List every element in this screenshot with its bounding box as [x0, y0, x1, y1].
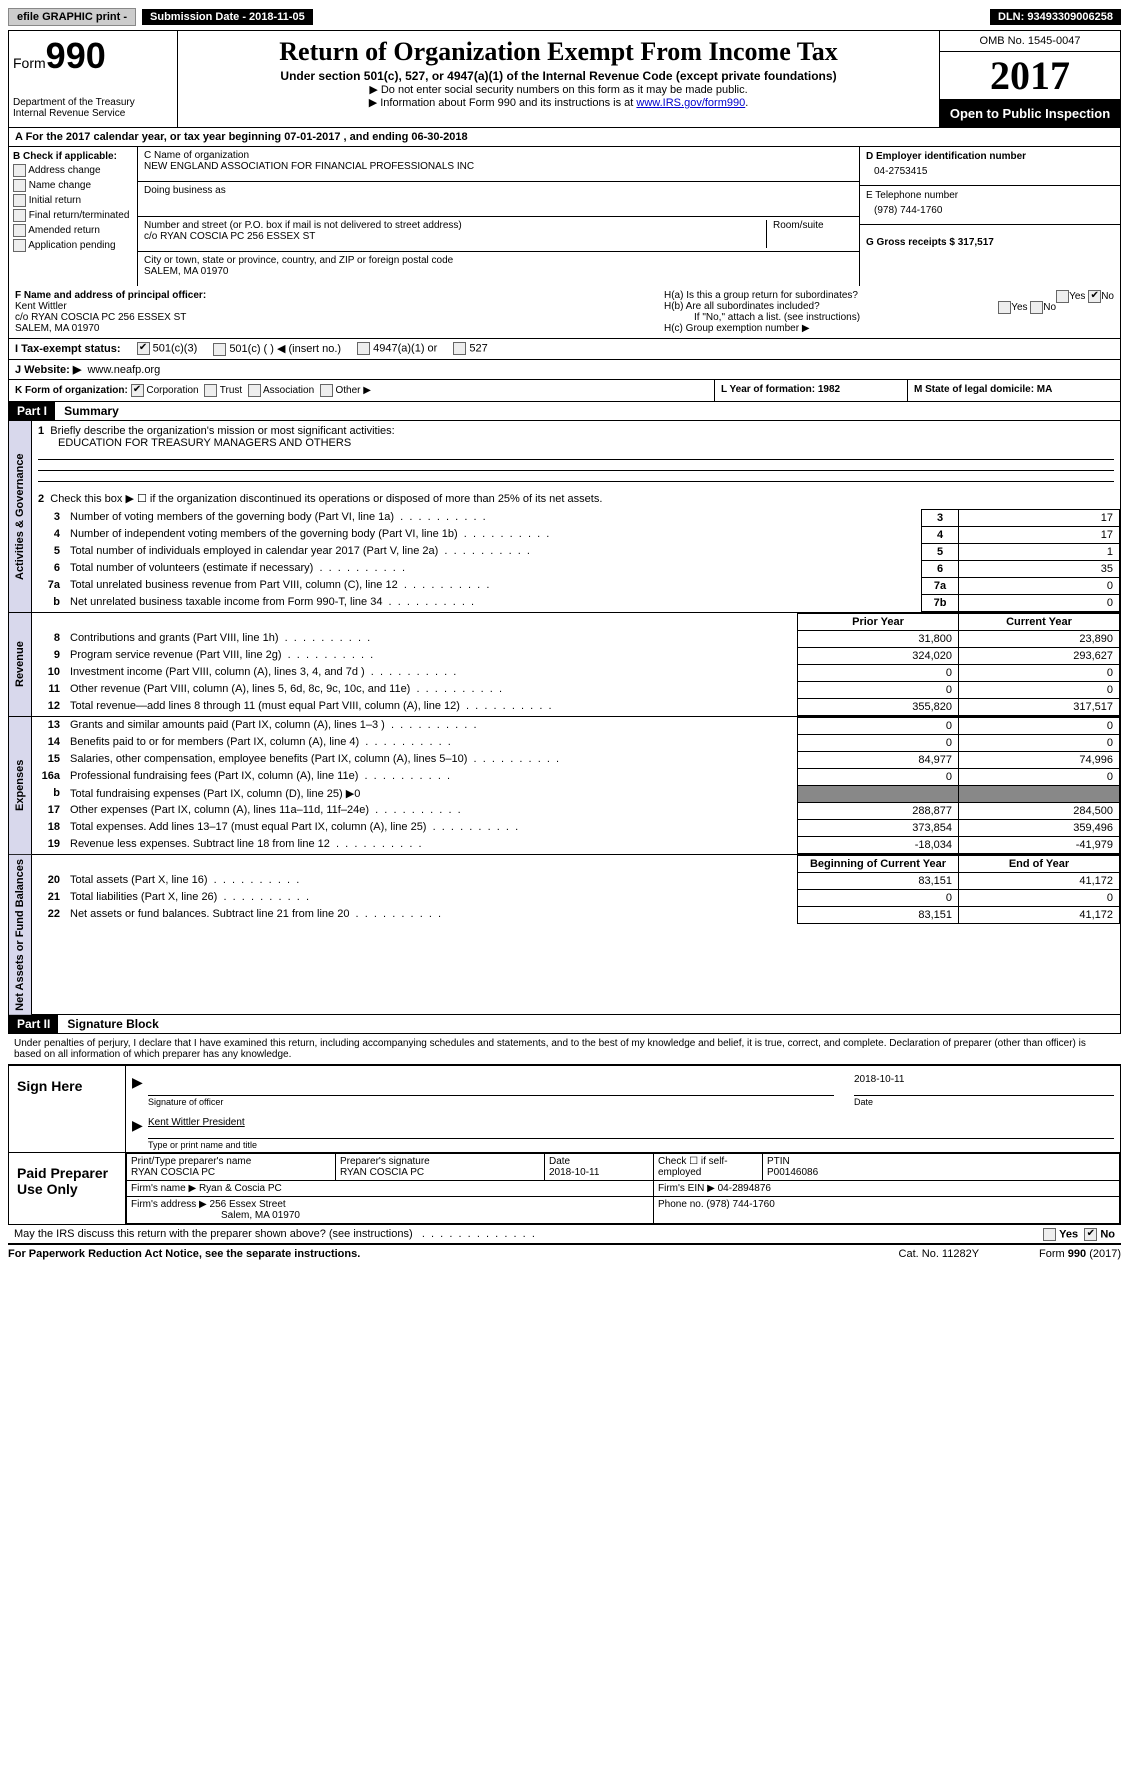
ein: 04-2753415 — [866, 162, 1114, 181]
checkbox[interactable]: ✔ — [131, 384, 144, 397]
form-title: Return of Organization Exempt From Incom… — [186, 37, 931, 67]
efile-print-button[interactable]: efile GRAPHIC print - — [8, 8, 136, 26]
firm-phone: (978) 744-1760 — [706, 1199, 774, 1210]
checkbox[interactable] — [357, 342, 370, 355]
section-deg: D Employer identification number 04-2753… — [859, 147, 1120, 286]
website: www.neafp.org — [87, 364, 160, 376]
submission-date: Submission Date - 2018-11-05 — [142, 9, 313, 25]
sign-here-label: Sign Here — [9, 1066, 125, 1152]
part1-expenses: Expenses 13Grants and similar amounts pa… — [8, 717, 1121, 855]
checkbox[interactable] — [1030, 301, 1043, 314]
irs-link[interactable]: www.IRS.gov/form990 — [636, 97, 745, 109]
omb-number: OMB No. 1545-0047 — [940, 31, 1120, 52]
checkbox[interactable] — [13, 194, 26, 207]
checkbox[interactable] — [13, 179, 26, 192]
part1-revenue: Revenue Prior YearCurrent Year 8Contribu… — [8, 613, 1121, 717]
checkbox[interactable] — [213, 343, 226, 356]
checkbox[interactable]: ✔ — [1084, 1228, 1097, 1241]
gross-receipts: G Gross receipts $ 317,517 — [866, 237, 994, 248]
firm-addr2: Salem, MA 01970 — [131, 1210, 300, 1221]
checkbox[interactable] — [13, 224, 26, 237]
tab-activities: Activities & Governance — [9, 421, 32, 612]
irs-label: Internal Revenue Service — [13, 108, 173, 119]
form-subtitle: Under section 501(c), 527, or 4947(a)(1)… — [186, 69, 931, 83]
checkbox[interactable] — [13, 239, 26, 252]
part1-title: Summary — [58, 404, 119, 418]
preparer-date: 2018-10-11 — [549, 1167, 649, 1178]
section-fh: F Name and address of principal officer:… — [8, 286, 1121, 339]
form-label: Form — [13, 55, 46, 71]
tab-revenue: Revenue — [9, 613, 32, 716]
org-name: NEW ENGLAND ASSOCIATION FOR FINANCIAL PR… — [144, 161, 853, 172]
row-a-tax-year: A For the 2017 calendar year, or tax yea… — [8, 128, 1121, 147]
sig-date: 2018-10-11 — [854, 1074, 1114, 1091]
footer: For Paperwork Reduction Act Notice, see … — [8, 1244, 1121, 1263]
section-b: B Check if applicable: Address change Na… — [9, 147, 138, 286]
dln: DLN: 93493309006258 — [990, 9, 1121, 25]
part2-header: Part II — [9, 1015, 58, 1033]
phone: (978) 744-1760 — [866, 201, 1114, 220]
checkbox[interactable] — [248, 384, 261, 397]
top-bar: efile GRAPHIC print - Submission Date - … — [8, 8, 1121, 26]
section-c: C Name of organization NEW ENGLAND ASSOC… — [138, 147, 859, 286]
officer-name-title: Kent Wittler President — [148, 1117, 1114, 1134]
signature-block: Sign Here ▶ 2018-10-11 Signature of offi… — [8, 1064, 1121, 1225]
preparer-sig: RYAN COSCIA PC — [340, 1167, 540, 1178]
checkbox[interactable] — [1056, 290, 1069, 303]
note-ssn: ▶ Do not enter social security numbers o… — [186, 83, 931, 96]
part1-ag: Activities & Governance 1 Briefly descri… — [8, 421, 1121, 613]
section-bcd: B Check if applicable: Address change Na… — [8, 147, 1121, 286]
open-to-public: Open to Public Inspection — [940, 100, 1120, 127]
org-city: SALEM, MA 01970 — [144, 266, 853, 277]
form-header: Form990 Department of the Treasury Inter… — [8, 30, 1121, 128]
part1-header: Part I — [9, 402, 55, 420]
checkbox[interactable] — [1043, 1228, 1056, 1241]
tab-netassets: Net Assets or Fund Balances — [9, 855, 32, 1015]
checkbox[interactable] — [13, 164, 26, 177]
checkbox[interactable] — [13, 209, 26, 222]
officer-name: Kent Wittler — [15, 301, 67, 312]
row-klm: K Form of organization: ✔ Corporation Tr… — [8, 380, 1121, 402]
paid-preparer-label: Paid Preparer Use Only — [9, 1153, 125, 1224]
ptin: P00146086 — [767, 1167, 1115, 1178]
checkbox[interactable]: ✔ — [137, 342, 150, 355]
preparer-name: RYAN COSCIA PC — [131, 1167, 331, 1178]
tax-year: 2017 — [940, 52, 1120, 100]
mission-text: EDUCATION FOR TREASURY MANAGERS AND OTHE… — [38, 437, 351, 449]
row-i: I Tax-exempt status: ✔ 501(c)(3) 501(c) … — [8, 339, 1121, 360]
row-j: J Website: ▶ www.neafp.org — [8, 360, 1121, 380]
firm-name: Ryan & Coscia PC — [199, 1183, 282, 1194]
part1-netassets: Net Assets or Fund Balances Beginning of… — [8, 855, 1121, 1016]
tab-expenses: Expenses — [9, 717, 32, 854]
checkbox[interactable] — [320, 384, 333, 397]
part2-title: Signature Block — [61, 1017, 158, 1031]
declaration: Under penalties of perjury, I declare th… — [8, 1034, 1121, 1064]
checkbox[interactable] — [998, 301, 1011, 314]
note-info-pre: ▶ Information about Form 990 and its ins… — [369, 97, 637, 109]
org-street: c/o RYAN COSCIA PC 256 ESSEX ST — [144, 231, 760, 242]
checkbox[interactable] — [453, 342, 466, 355]
checkbox[interactable] — [204, 384, 217, 397]
form-number: 990 — [46, 35, 106, 76]
checkbox[interactable]: ✔ — [1088, 290, 1101, 303]
firm-addr1: 256 Essex Street — [210, 1199, 286, 1210]
firm-ein: 04-2894876 — [718, 1183, 771, 1194]
dept-treasury: Department of the Treasury — [13, 97, 173, 108]
